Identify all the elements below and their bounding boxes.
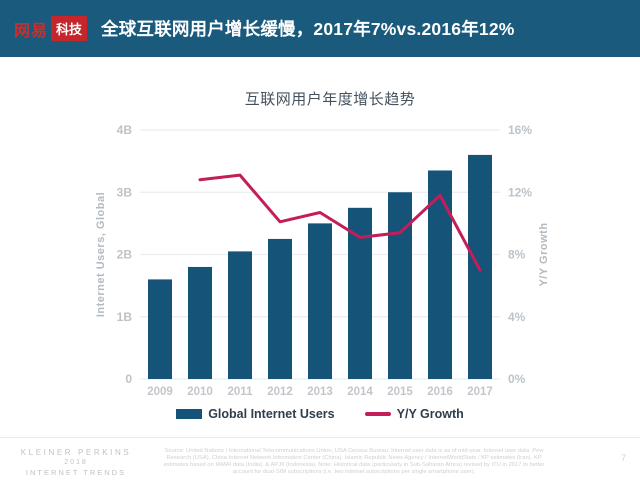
right-axis-tick: 12% bbox=[508, 185, 532, 199]
x-axis-label: 2017 bbox=[467, 386, 493, 398]
page-title: 全球互联网用户增长缓慢，2017年7%vs.2016年12% bbox=[101, 19, 515, 39]
brand-line-2: 2018 bbox=[64, 459, 88, 466]
x-axis-label: 2016 bbox=[427, 386, 453, 398]
legend-label-internet-users: Global Internet Users bbox=[208, 407, 335, 421]
x-axis-label: 2015 bbox=[387, 386, 413, 398]
x-axis-label: 2012 bbox=[267, 386, 293, 398]
bar-2010 bbox=[188, 266, 212, 379]
logo-netease-text: 网易 bbox=[14, 22, 49, 40]
page-number: 7 bbox=[620, 453, 626, 463]
right-axis-tick: 16% bbox=[508, 123, 532, 137]
legend-item-internet-users: Global Internet Users bbox=[176, 407, 335, 421]
x-axis-label: 2013 bbox=[307, 386, 333, 398]
left-axis-tick: 3B bbox=[117, 185, 133, 199]
header-bar: 网易 科技 全球互联网用户增长缓慢，2017年7%vs.2016年12% bbox=[0, 0, 640, 57]
x-axis-label: 2009 bbox=[147, 386, 173, 398]
bar-series-swatch bbox=[176, 409, 203, 419]
right-axis-tick: 8% bbox=[508, 248, 526, 262]
x-axis-label: 2014 bbox=[347, 386, 373, 398]
legend-label-yy-growth: Y/Y Growth bbox=[396, 407, 464, 421]
chart-legend: Global Internet Users Y/Y Growth bbox=[0, 407, 640, 421]
left-axis-tick: 2B bbox=[117, 248, 133, 262]
left-axis-tick: 4B bbox=[117, 123, 133, 137]
bar-2012 bbox=[268, 238, 292, 379]
report-brand: KLEINER PERKINS 2018 INTERNET TRENDS bbox=[8, 448, 144, 477]
bar-2015 bbox=[388, 192, 412, 379]
right-axis-title: Y/Y Growth bbox=[538, 222, 550, 286]
netease-tech-logo[interactable]: 网易 科技 bbox=[14, 16, 88, 41]
bar-2013 bbox=[308, 223, 332, 379]
left-axis-tick: 0 bbox=[125, 372, 132, 386]
x-axis-label: 2011 bbox=[228, 386, 254, 398]
bar-2016 bbox=[428, 170, 452, 379]
logo-tech-badge: 科技 bbox=[51, 16, 88, 41]
line-series-swatch bbox=[364, 412, 391, 416]
yy-growth-line bbox=[198, 173, 482, 272]
left-axis-title: Internet Users, Global bbox=[95, 192, 107, 317]
right-axis-tick: 4% bbox=[508, 310, 526, 324]
bar-2011 bbox=[228, 251, 252, 379]
legend-item-yy-growth: Y/Y Growth bbox=[364, 407, 464, 421]
chart-title: 互联网用户年度增长趋势 bbox=[244, 91, 416, 108]
left-axis-tick: 1B bbox=[117, 310, 133, 324]
bar-2009 bbox=[148, 279, 172, 379]
right-axis-tick: 0% bbox=[508, 372, 526, 386]
x-axis-label: 2010 bbox=[187, 386, 213, 398]
source-note: Source: United Nations / International T… bbox=[163, 448, 545, 476]
brand-line-1: KLEINER PERKINS bbox=[20, 448, 132, 457]
footer-divider bbox=[0, 437, 640, 438]
brand-line-3: INTERNET TRENDS bbox=[25, 468, 127, 477]
